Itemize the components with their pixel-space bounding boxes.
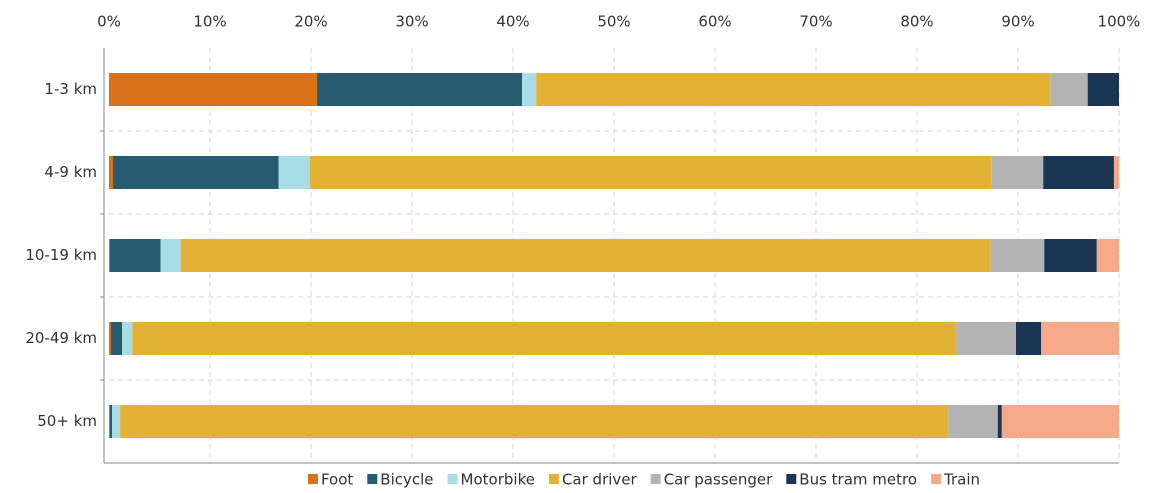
x-tick-label: 20% [294,13,327,31]
bar-segment [317,73,523,106]
bar-segment [109,73,318,106]
bar-segment [997,405,1002,438]
legend-label: Bicycle [380,471,433,489]
bar-segment [109,322,112,355]
y-tick-label: 20-49 km [25,329,97,347]
legend-label: Car passenger [664,471,773,489]
legend-label: Car driver [562,471,638,489]
bar-segment [132,322,957,355]
bar-segment [109,405,111,438]
legend-swatch [931,474,942,484]
bar-segment [113,156,279,189]
bar-segment [120,405,949,438]
bar-segment [1096,239,1119,272]
y-tick-label: 50+ km [37,412,97,430]
legend-swatch [650,474,661,484]
legend-label: Bus tram metro [799,471,917,489]
bar-segment [1041,322,1119,355]
bar-segment [180,239,991,272]
legend-swatch [367,474,378,484]
x-tick-label: 80% [900,13,933,31]
bar-segment [278,156,310,189]
bar-segment [1001,405,1119,438]
x-tick-label: 0% [97,13,121,31]
legend-label: Foot [321,471,353,489]
bar-segment [1044,239,1097,272]
legend-label: Motorbike [461,471,535,489]
legend-swatch [548,474,559,484]
bar-segment [109,156,114,189]
legend-label: Train [943,471,980,489]
bar-segment [160,239,181,272]
bar-segment [990,239,1045,272]
bar-segment [1043,156,1114,189]
legend-swatch [786,474,797,484]
bar-segment [112,405,121,438]
bar-segment [309,156,992,189]
bar-segment [522,73,537,106]
x-tick-label: 30% [395,13,428,31]
bar-segment [110,239,161,272]
x-tick-label: 100% [1098,13,1141,31]
bar-segment [991,156,1044,189]
legend-swatch [307,474,318,484]
bar-segment [109,239,111,272]
x-tick-label: 70% [799,13,832,31]
bar-segment [1050,73,1088,106]
bar-segment [1015,322,1042,355]
legend-swatch [447,474,458,484]
x-tick-label: 60% [698,13,731,31]
bar-segment [1113,156,1119,189]
bar-segment [948,405,998,438]
bar-segment [1087,73,1119,106]
x-tick-label: 50% [597,13,630,31]
bar-segment [536,73,1051,106]
x-tick-label: 40% [496,13,529,31]
bar-segment [111,322,123,355]
y-tick-label: 10-19 km [25,246,97,264]
bar-segment [956,322,1016,355]
bar-segment [122,322,133,355]
y-tick-label: 4-9 km [44,163,97,181]
x-tick-label: 90% [1001,13,1034,31]
x-tick-label: 10% [193,13,226,31]
bar-segment [110,405,113,438]
y-tick-label: 1-3 km [44,80,97,98]
